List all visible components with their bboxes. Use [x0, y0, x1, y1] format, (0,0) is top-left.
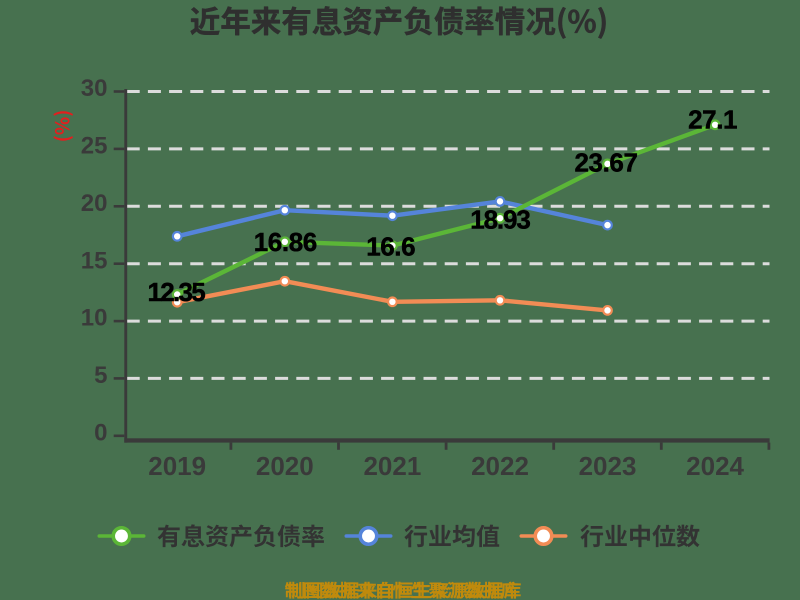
svg-text:0: 0	[94, 419, 107, 446]
svg-text:20: 20	[81, 190, 108, 217]
svg-text:27.1: 27.1	[688, 105, 737, 135]
svg-text:2020: 2020	[256, 451, 314, 481]
svg-text:5: 5	[94, 362, 107, 389]
svg-text:12.35: 12.35	[148, 277, 206, 307]
svg-text:23.67: 23.67	[574, 147, 637, 177]
svg-text:16.6: 16.6	[366, 232, 415, 262]
svg-text:15: 15	[81, 247, 108, 274]
svg-text:2022: 2022	[471, 451, 529, 481]
svg-text:18.93: 18.93	[470, 204, 530, 234]
svg-text:10: 10	[81, 305, 108, 332]
svg-text:2019: 2019	[148, 451, 206, 481]
svg-text:30: 30	[81, 75, 108, 102]
svg-text:2023: 2023	[579, 451, 637, 481]
svg-text:2024: 2024	[686, 451, 744, 481]
svg-text:2021: 2021	[363, 451, 421, 481]
svg-text:25: 25	[81, 132, 108, 159]
svg-text:16.86: 16.86	[254, 227, 317, 257]
